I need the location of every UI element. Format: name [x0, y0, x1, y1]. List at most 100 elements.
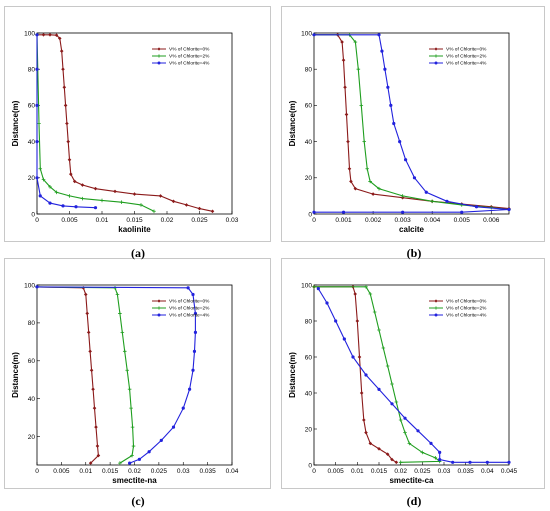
- legend-marker: [157, 299, 161, 303]
- y-tick-label: 40: [28, 396, 36, 403]
- x-tick-label: 0.015: [126, 217, 143, 224]
- data-point: [392, 121, 396, 126]
- y-tick-label: 60: [28, 358, 36, 365]
- data-point: [61, 204, 65, 208]
- y-tick-label: 40: [28, 139, 36, 146]
- data-point: [128, 461, 132, 465]
- data-point: [390, 457, 394, 462]
- x-axis-label: smectite-ca: [389, 476, 434, 485]
- legend-marker: [434, 61, 438, 65]
- data-point: [122, 349, 127, 354]
- data-point: [192, 349, 197, 353]
- data-point: [390, 382, 394, 386]
- data-point: [416, 429, 420, 433]
- y-tick-label: 80: [28, 320, 36, 327]
- data-point: [35, 67, 39, 71]
- data-point: [362, 418, 366, 422]
- data-point: [38, 166, 43, 171]
- data-point: [130, 425, 135, 429]
- legend-marker: [157, 313, 161, 317]
- x-tick-label: 0.005: [328, 468, 345, 475]
- legend-marker: [157, 54, 161, 58]
- data-point: [365, 166, 369, 171]
- data-point: [80, 196, 85, 201]
- x-tick-label: 0.035: [458, 468, 475, 475]
- data-point: [340, 40, 344, 44]
- data-point: [118, 461, 122, 465]
- data-point: [41, 33, 46, 37]
- data-point: [158, 194, 163, 198]
- data-point: [132, 192, 137, 196]
- data-point: [54, 190, 59, 195]
- data-point: [48, 201, 52, 205]
- y-tick-label: 80: [305, 67, 313, 74]
- chart-panel-d: [281, 258, 545, 489]
- data-point: [57, 36, 62, 41]
- data-point: [316, 287, 320, 291]
- legend-label-2: V% of Chlorite=2%: [446, 306, 487, 312]
- data-point: [127, 387, 132, 392]
- y-tick-label: 20: [28, 434, 36, 441]
- data-point: [96, 453, 101, 458]
- legend-label-2: V% of Chlorite=2%: [169, 54, 210, 60]
- y-tick-label: 100: [24, 30, 35, 37]
- y-tick-label: 100: [24, 282, 35, 289]
- data-point: [420, 450, 425, 455]
- data-point: [429, 441, 433, 445]
- data-point: [351, 355, 355, 359]
- data-point: [403, 158, 408, 162]
- data-point: [394, 400, 399, 404]
- data-point: [383, 67, 387, 71]
- data-point: [400, 194, 405, 198]
- data-point: [38, 194, 42, 198]
- caption-d: (d): [406, 494, 422, 508]
- data-point: [474, 205, 479, 209]
- data-point: [118, 311, 122, 316]
- data-point: [507, 207, 511, 212]
- data-point: [85, 311, 90, 316]
- data-point: [139, 203, 143, 207]
- data-point: [398, 140, 402, 144]
- legend-marker: [434, 47, 438, 51]
- data-point: [312, 210, 316, 214]
- y-tick-label: 40: [305, 139, 313, 146]
- y-axis-label: Distance(m): [11, 100, 20, 146]
- data-point: [88, 461, 93, 465]
- data-point: [35, 33, 39, 37]
- data-point: [210, 209, 215, 214]
- data-point: [171, 425, 176, 429]
- data-point: [371, 192, 375, 196]
- data-point: [407, 441, 412, 446]
- y-axis-label: Distance(m): [288, 352, 297, 398]
- series-line-2: [314, 286, 442, 463]
- x-axis-label: smectite-na: [112, 476, 157, 485]
- data-point: [343, 85, 347, 90]
- data-point: [389, 103, 393, 107]
- data-point: [152, 209, 156, 214]
- data-point: [94, 425, 98, 429]
- data-point: [356, 67, 361, 71]
- data-point: [346, 139, 350, 144]
- data-point: [93, 206, 98, 210]
- x-tick-label: 0.02: [161, 217, 174, 224]
- data-point: [69, 172, 73, 176]
- x-tick-label: 0.01: [96, 217, 109, 224]
- x-tick-label: 0.02: [128, 468, 141, 475]
- x-tick-label: 0.015: [102, 468, 119, 475]
- data-point: [115, 292, 120, 297]
- data-point: [359, 103, 364, 108]
- x-tick-label: 0.025: [191, 217, 208, 224]
- y-axis-label: Distance(m): [288, 100, 297, 146]
- x-tick-label: 0: [35, 217, 39, 224]
- legend-label-1: V% of Chlorite=0%: [169, 299, 210, 305]
- data-point: [35, 285, 39, 289]
- data-point: [386, 85, 390, 89]
- data-point: [377, 387, 381, 391]
- plot-frame-c: [36, 284, 233, 466]
- y-tick-label: 60: [305, 103, 313, 110]
- data-point: [372, 310, 377, 314]
- data-point: [368, 179, 372, 184]
- data-point: [312, 33, 316, 37]
- chart-b: 0 0.001 0.002 0.003 0.004 0.005 0.006 0 20 40 60 80…: [288, 30, 511, 234]
- data-point: [131, 444, 136, 448]
